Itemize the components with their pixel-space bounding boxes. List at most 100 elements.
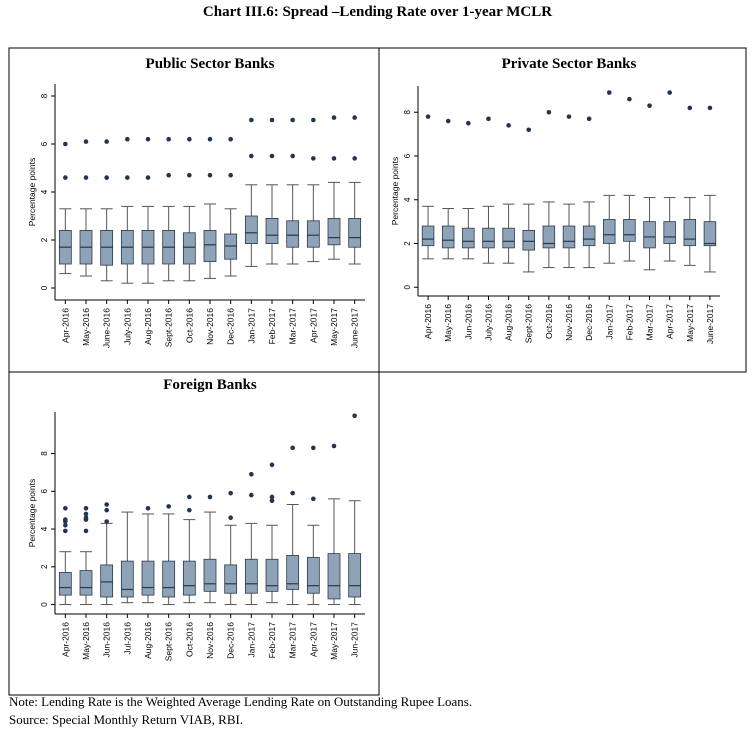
outlier-point — [331, 443, 337, 449]
outlier-point — [269, 462, 275, 468]
x-tick-label: Dec-2016 — [226, 308, 236, 345]
outlier-point — [125, 136, 130, 142]
iqr-box — [100, 564, 114, 598]
box-2 — [79, 505, 93, 606]
box-5 — [141, 505, 155, 604]
outlier-point — [249, 492, 254, 498]
iqr-box — [79, 570, 93, 596]
box-4 — [120, 136, 134, 284]
box-9 — [224, 490, 238, 606]
outlier-point — [290, 445, 295, 451]
x-tick-label: Feb-2017 — [624, 304, 634, 341]
iqr-box — [542, 225, 556, 249]
outlier-point — [566, 114, 572, 119]
iqr-box — [643, 221, 656, 249]
x-tick-label: Apr-2016 — [423, 304, 433, 339]
x-tick-label: Sept-2016 — [164, 308, 174, 347]
box-7 — [182, 136, 196, 282]
outlier-point — [83, 505, 89, 511]
box-3 — [100, 502, 114, 606]
box-15 — [703, 105, 717, 273]
box-12 — [286, 117, 300, 265]
outlier-point — [207, 136, 213, 142]
box-10 — [603, 90, 616, 264]
x-tick-label: May-2016 — [443, 304, 453, 342]
outlier-point — [269, 498, 275, 504]
y-tick-label: 4 — [403, 197, 412, 202]
box-13 — [663, 90, 676, 262]
x-tick-label: Apr-2017 — [308, 622, 318, 657]
x-tick-label: Dec-2016 — [584, 304, 594, 341]
iqr-box — [265, 558, 279, 592]
note-text: Note: Lending Rate is the Weighted Avera… — [9, 694, 473, 709]
box-5 — [141, 136, 155, 284]
iqr-box — [224, 233, 238, 260]
outlier-point — [311, 496, 316, 502]
x-tick-label: Dec-2016 — [226, 622, 236, 659]
iqr-box — [265, 217, 279, 244]
iqr-box — [141, 560, 155, 596]
outlier-point — [83, 511, 89, 517]
outlier-point — [269, 494, 275, 500]
y-tick-label: 4 — [40, 189, 49, 194]
outlier-point — [104, 507, 109, 513]
iqr-box — [306, 556, 320, 594]
box-7 — [182, 494, 196, 604]
x-tick-label: June-2017 — [350, 308, 360, 348]
iqr-box — [502, 227, 515, 249]
outlier-point — [63, 175, 68, 180]
box-6 — [162, 504, 176, 606]
iqr-box — [348, 217, 362, 248]
box-8 — [203, 136, 217, 279]
x-tick-label: Jan-2017 — [604, 304, 614, 340]
y-tick-label: 8 — [40, 451, 49, 456]
y-tick-label: 0 — [40, 602, 49, 607]
outlier-point — [425, 114, 431, 119]
box-10 — [244, 471, 258, 606]
outlier-point — [83, 139, 89, 144]
x-tick-label: May-2016 — [81, 622, 91, 660]
outlier-point — [228, 490, 233, 496]
outlier-point — [145, 505, 151, 511]
outlier-point — [63, 517, 68, 522]
outlier-point — [445, 118, 451, 124]
iqr-box — [286, 220, 300, 248]
chart-1: Public Sector Banks 0 2 4 6 8 Percentage point… — [27, 56, 365, 348]
outlier-point — [606, 90, 612, 95]
iqr-box — [58, 572, 72, 596]
x-tick-label: Nov-2016 — [205, 622, 215, 659]
iqr-box — [562, 225, 576, 249]
box-15 — [348, 413, 362, 606]
chart-2: Private Sector Banks 0 2 4 6 8 Percentage poin… — [390, 56, 720, 344]
outlier-point — [145, 175, 151, 180]
x-tick-label: Nov-2016 — [205, 308, 215, 345]
box-4 — [120, 511, 134, 604]
outlier-point — [586, 116, 592, 122]
x-tick-label: Apr-2017 — [665, 304, 675, 339]
iqr-box — [286, 555, 300, 590]
y-tick-label: 0 — [403, 284, 412, 289]
outlier-point — [83, 528, 89, 534]
y-tick-label: 2 — [40, 237, 49, 242]
chart-3: Foreign Banks 0 2 4 6 8 Percentage points Apr-2… — [27, 377, 365, 661]
iqr-box — [441, 225, 455, 249]
panel-frame-2 — [378, 47, 747, 373]
x-tick-label: Feb-2017 — [267, 622, 277, 659]
iqr-box — [244, 215, 258, 245]
iqr-box — [348, 553, 362, 598]
y-tick-label: 6 — [40, 141, 49, 146]
outlier-point — [687, 105, 693, 111]
outlier-point — [667, 90, 672, 95]
box-3 — [100, 139, 114, 282]
y-axis-label: Percentage points — [27, 158, 37, 227]
box-10 — [244, 117, 258, 267]
x-tick-label: May-2017 — [329, 308, 339, 346]
x-tick-label: Sept-2016 — [164, 622, 174, 661]
outlier-point — [145, 136, 151, 142]
outlier-point — [269, 117, 275, 123]
iqr-box — [306, 220, 320, 248]
x-tick-label: Jun-2016 — [102, 622, 112, 658]
x-tick-label: Jun-2016 — [463, 304, 473, 340]
outlier-point — [311, 445, 316, 451]
box-8 — [562, 114, 576, 269]
